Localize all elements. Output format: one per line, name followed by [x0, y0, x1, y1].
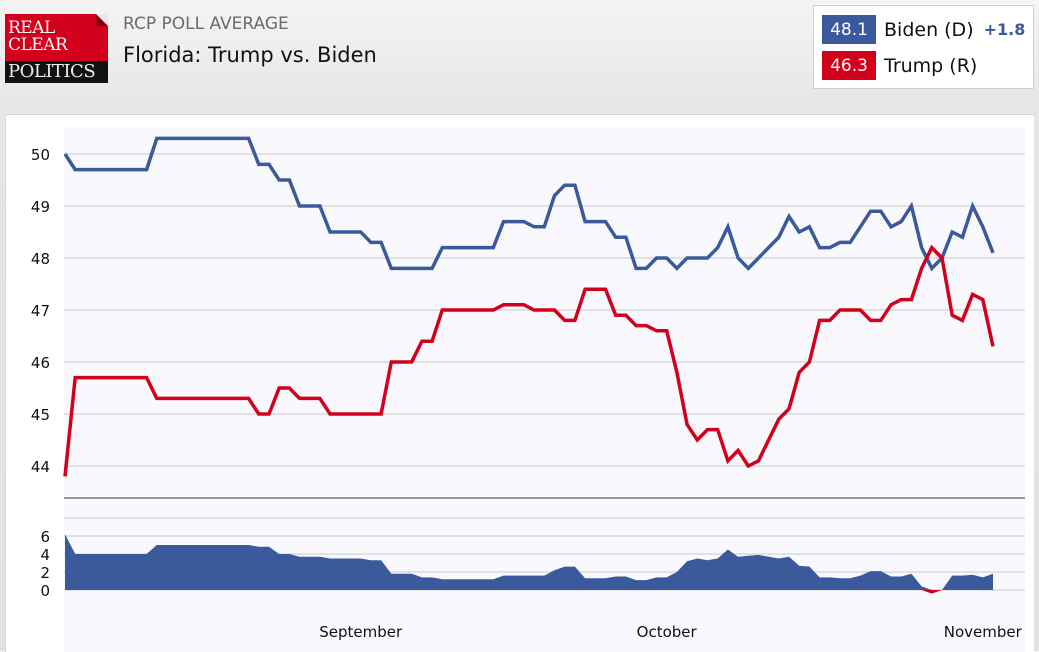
legend-biden-value: 48.1 [822, 15, 876, 44]
legend-biden-spread: +1.8 [983, 20, 1026, 39]
y-tick-label: 46 [31, 354, 50, 372]
logo-red-block [5, 14, 108, 61]
logo-text-politics: POLITICS [8, 61, 96, 82]
chart-title: Florida: Trump vs. Biden [123, 43, 377, 67]
legend-biden-name: Biden (D) [884, 18, 974, 41]
legend-item-trump[interactable]: 46.3 Trump (R) [822, 51, 977, 80]
chart-subtitle: RCP POLL AVERAGE [123, 14, 289, 34]
logo-black-block [5, 61, 108, 83]
legend-trump-name: Trump (R) [884, 54, 978, 77]
y-tick-label: 50 [31, 146, 50, 164]
spread-y-tick-label: 4 [40, 546, 50, 564]
biden-line [63, 136, 995, 272]
spread-y-tick-label: 0 [40, 582, 50, 600]
logo-text-real: REAL [8, 18, 55, 38]
rcp-logo[interactable]: REAL CLEAR POLITICS [5, 14, 108, 83]
spread-y-tick-label: 2 [40, 564, 50, 582]
x-tick-label: September [319, 623, 403, 641]
legend-trump-value: 46.3 [822, 51, 876, 80]
y-tick-label: 49 [31, 198, 50, 216]
spread-y-tick-label: 6 [40, 528, 50, 546]
y-tick-label: 47 [31, 302, 50, 320]
spread-area-biden-lead [65, 534, 993, 590]
legend-item-biden[interactable]: 48.1 Biden (D) +1.8 [822, 15, 1025, 44]
logo-page-corner [96, 14, 108, 26]
trump-line [63, 244, 995, 477]
x-tick-label: October [637, 623, 698, 641]
chart-panel: 44 45 46 47 48 49 50 0 2 4 6 September October Novemb… [5, 114, 1034, 652]
y-tick-label: 48 [31, 250, 50, 268]
logo-text-clear: CLEAR [8, 35, 68, 55]
y-tick-label: 44 [31, 458, 50, 476]
x-tick-label: November [944, 623, 1023, 641]
legend: 48.1 Biden (D) +1.8 46.3 Trump (R) [813, 5, 1034, 89]
y-tick-label: 45 [31, 406, 50, 424]
